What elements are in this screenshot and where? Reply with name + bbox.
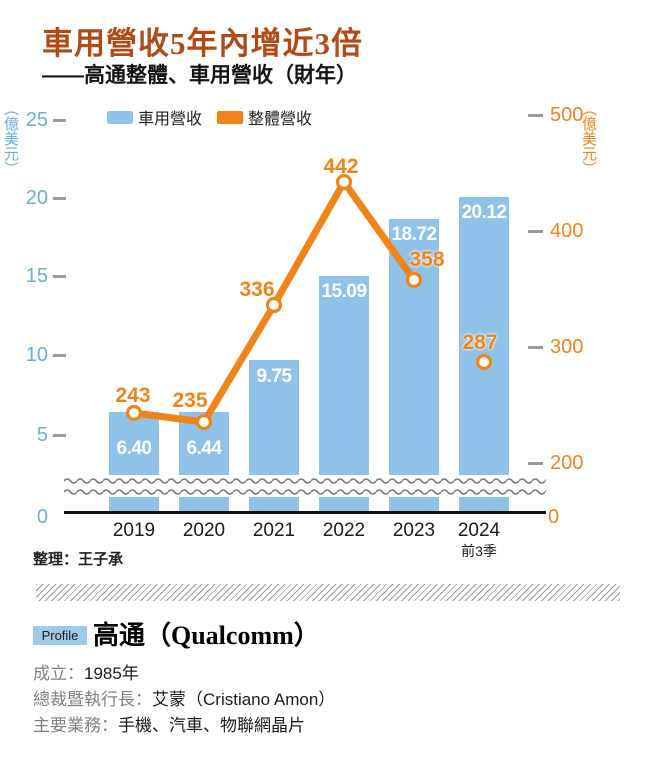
profile-row-business: 主要業務：手機、汽車、物聯網晶片 xyxy=(33,711,305,736)
right-axis-tick-400: 400 xyxy=(550,220,584,242)
right-axis-tick-200: 200 xyxy=(550,452,584,474)
source-credit: 整理：王子承 xyxy=(33,551,124,568)
x-axis-line xyxy=(64,511,546,514)
profile-row-label: 成立： xyxy=(33,664,84,683)
left-axis-tick-5: 5 xyxy=(36,424,48,446)
section-divider-hatch xyxy=(36,584,620,601)
x-label-2024-note: 前3季 xyxy=(461,543,497,559)
legend-label-total-revenue: 整體營收 xyxy=(248,111,313,128)
line-value-2020: 235 xyxy=(172,389,208,412)
x-label-2023: 2023 xyxy=(392,520,436,541)
bar-value-2021: 9.75 xyxy=(256,366,292,387)
bar-value-2020: 6.44 xyxy=(186,438,222,459)
x-label-2021: 2021 xyxy=(252,520,296,541)
line-value-2019: 243 xyxy=(115,384,151,407)
x-label-2024: 2024 xyxy=(457,520,501,541)
axis-break-wave xyxy=(64,475,546,497)
left-axis-tick-10: 10 xyxy=(25,344,48,366)
left-tick-mark xyxy=(53,197,66,200)
right-tick-mark xyxy=(528,114,543,117)
company-name: 高通（Qualcomm） xyxy=(93,621,320,650)
bar-value-2022: 15.09 xyxy=(321,281,367,302)
profile-row-ceo: 總裁暨執行長：艾蒙（Cristiano Amon） xyxy=(33,685,335,710)
legend-swatch-auto-revenue xyxy=(107,111,133,124)
right-tick-mark xyxy=(528,462,543,465)
line-value-2022: 442 xyxy=(323,155,359,178)
right-axis-tick-500: 500 xyxy=(550,104,584,126)
right-tick-mark xyxy=(528,230,543,233)
x-label-2022: 2022 xyxy=(322,520,366,541)
x-label-2019: 2019 xyxy=(112,520,156,541)
right-axis-tick-0: 0 xyxy=(548,506,560,528)
profile-row-value: 手機、汽車、物聯網晶片 xyxy=(118,716,305,735)
bar-2019 xyxy=(109,412,159,512)
left-axis-tick-20: 20 xyxy=(25,187,48,209)
right-axis-tick-300: 300 xyxy=(550,336,584,358)
line-value-2021: 336 xyxy=(239,278,275,301)
profile-row-label: 主要業務： xyxy=(33,716,118,735)
legend-label-auto-revenue: 車用營收 xyxy=(138,111,203,128)
profile-row-label: 總裁暨執行長： xyxy=(33,690,152,709)
left-axis-tick-15: 15 xyxy=(25,265,48,287)
chart-subtitle: ——高通整體、車用營收（財年） xyxy=(42,64,357,87)
left-axis-tick-25: 25 xyxy=(25,109,48,131)
profile-row-value: 艾蒙（Cristiano Amon） xyxy=(152,690,336,709)
profile-row-value: 1985年 xyxy=(84,664,139,683)
x-label-2020: 2020 xyxy=(182,520,226,541)
left-axis-tick-0: 0 xyxy=(36,506,48,528)
left-tick-mark xyxy=(53,275,66,278)
page-title: 車用營收5年內增近3倍 xyxy=(42,26,363,61)
left-tick-mark xyxy=(53,434,66,437)
bar-value-2023: 18.72 xyxy=(391,224,437,245)
profile-badge: Profile xyxy=(33,626,87,645)
bar-value-2024: 20.12 xyxy=(461,202,507,223)
left-axis-unit: （億美元） xyxy=(2,101,19,176)
left-tick-mark xyxy=(53,119,66,122)
profile-row-founded: 成立：1985年 xyxy=(33,659,139,684)
bar-2020 xyxy=(179,412,229,512)
bar-value-2019: 6.40 xyxy=(116,438,152,459)
left-tick-mark xyxy=(53,354,66,357)
line-value-2023: 358 xyxy=(409,248,445,271)
right-tick-mark xyxy=(528,346,543,349)
right-axis-unit: （億美元） xyxy=(580,101,597,176)
legend-swatch-total-revenue xyxy=(217,111,243,124)
line-value-2024: 287 xyxy=(462,331,498,354)
